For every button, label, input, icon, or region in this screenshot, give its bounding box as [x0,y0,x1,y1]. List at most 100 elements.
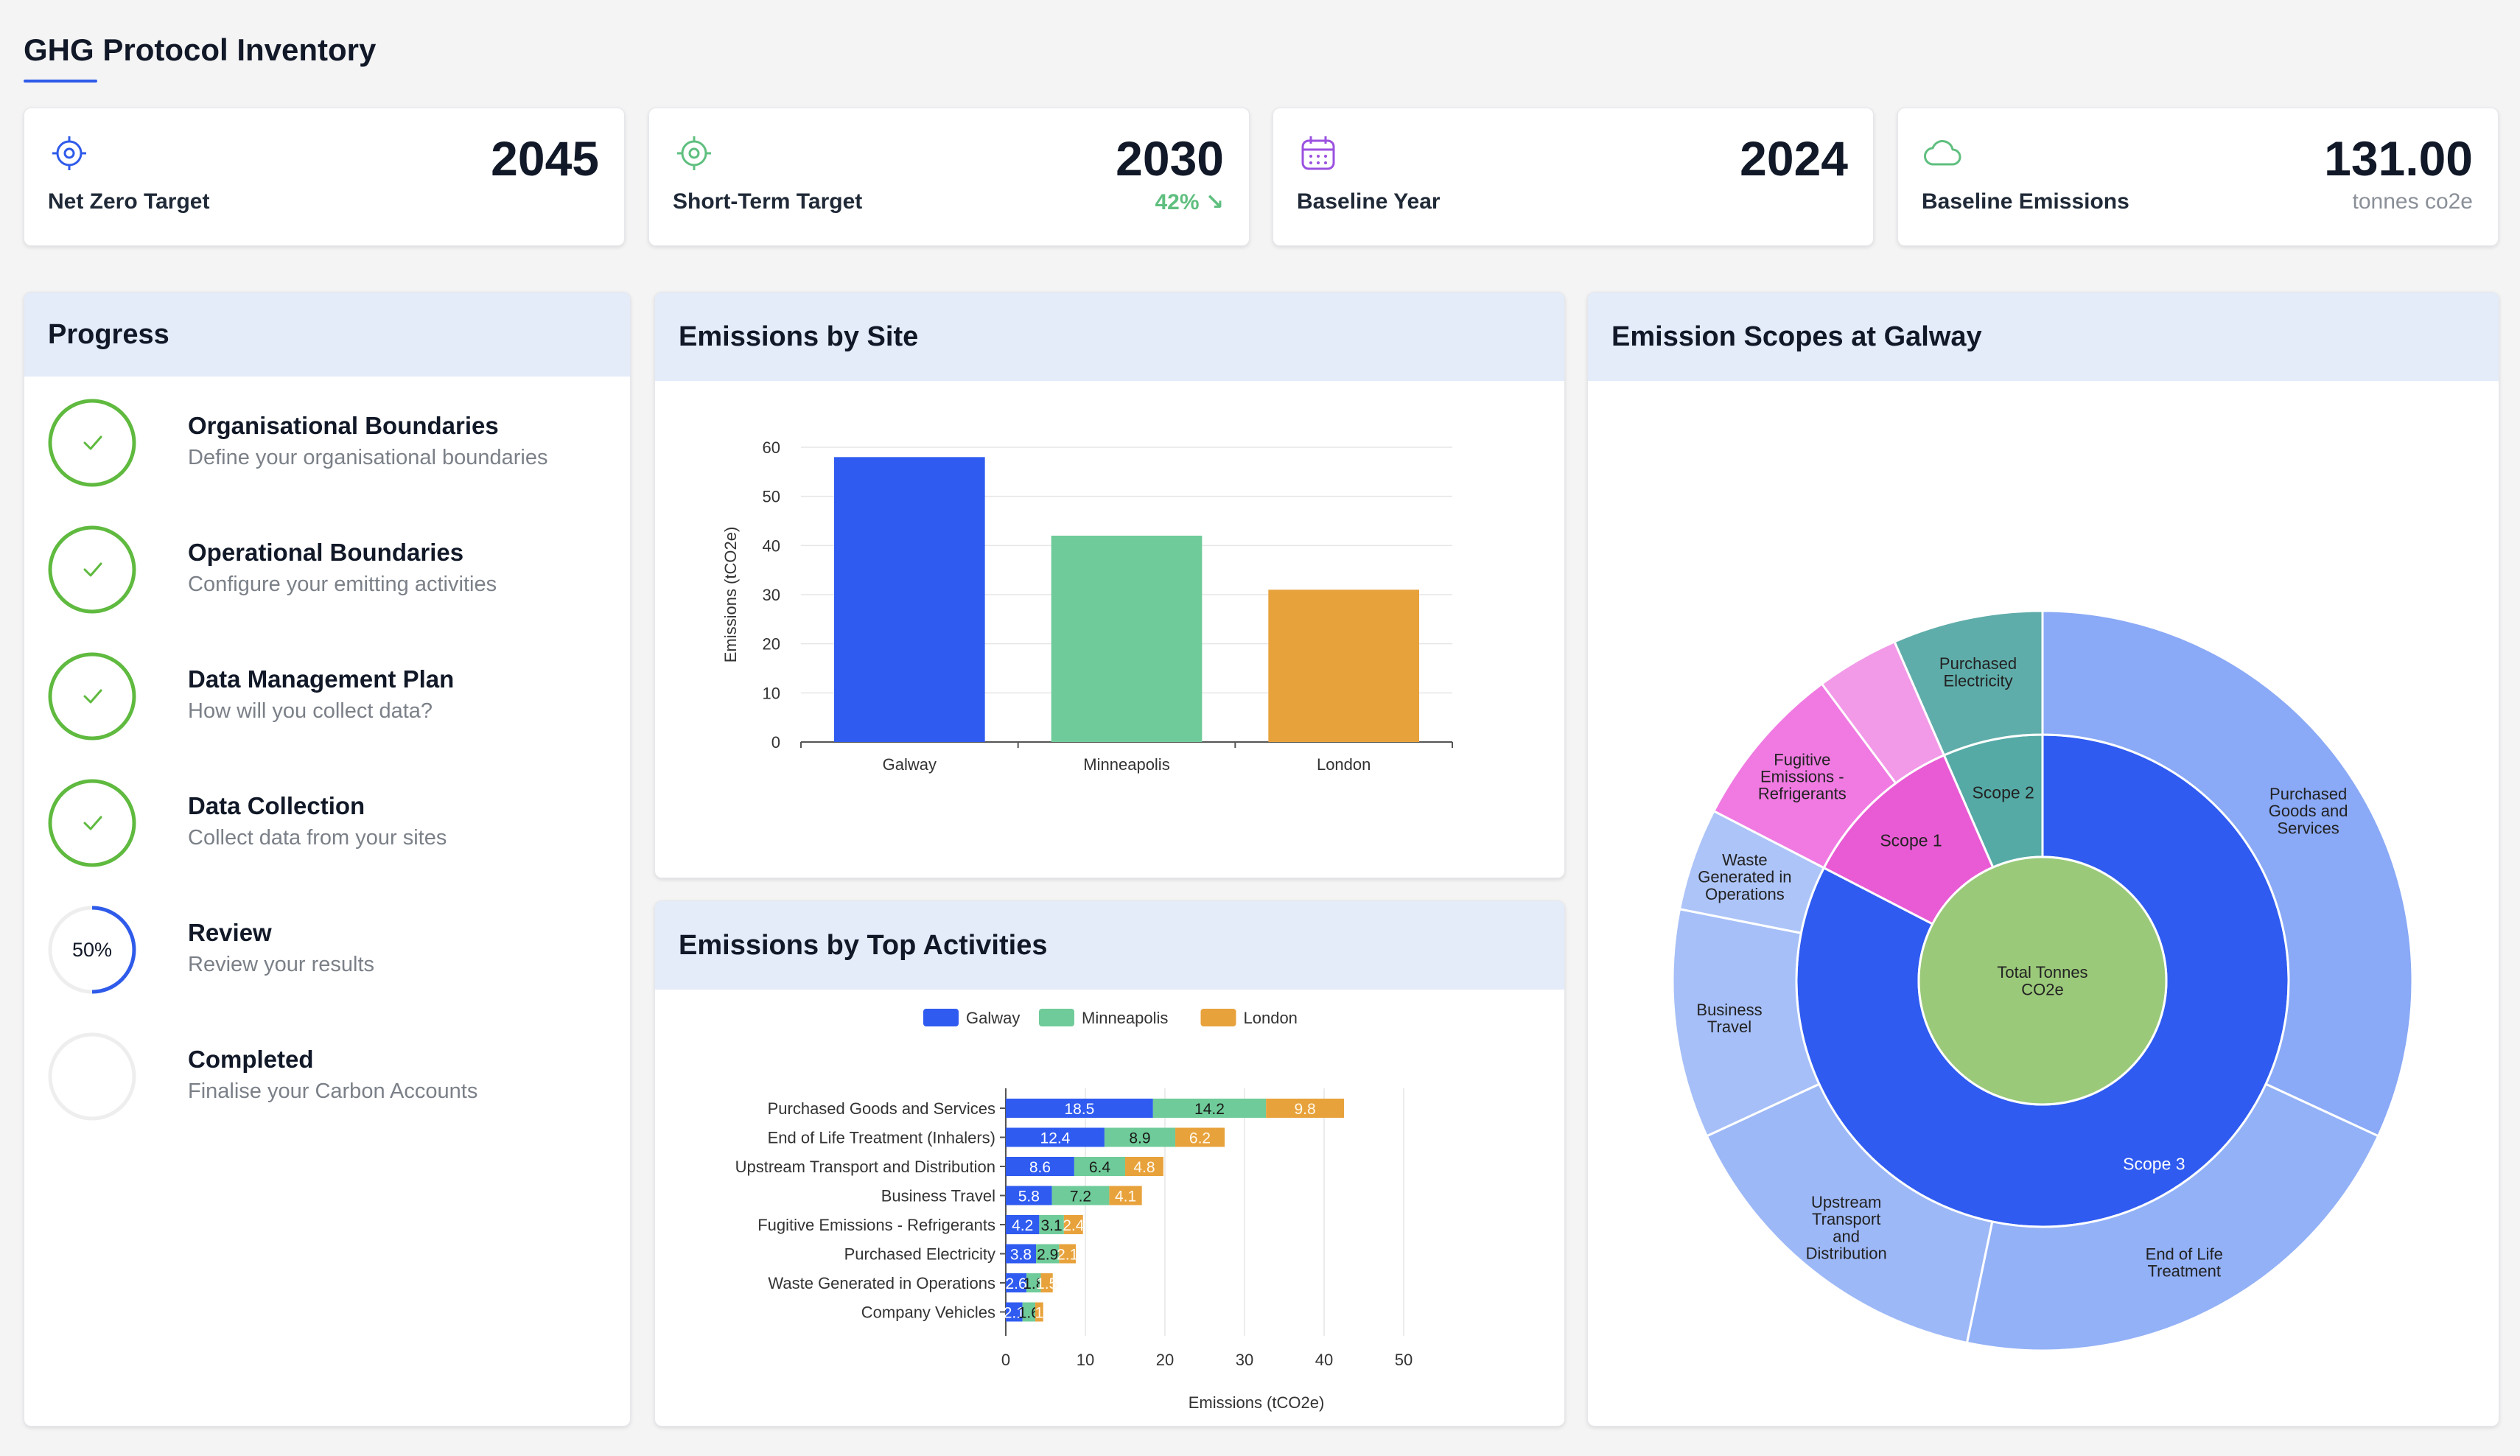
sector-label: Treatment [2148,1262,2221,1281]
progress-step-desc: Define your organisational boundaries [188,446,548,469]
y-tick-label: 30 [763,586,780,604]
page-title: GHG Protocol Inventory [24,32,377,67]
center-circle [1917,855,2168,1106]
bar-segment [1109,1186,1142,1205]
y-tick-label: 40 [763,536,780,555]
legend-label: Minneapolis [1082,1009,1168,1027]
sector-label: Operations [1705,885,1785,903]
data-label: 2.1 [1004,1305,1025,1322]
sector-label: Distribution [1806,1244,1887,1262]
stat-label: Baseline Year [1297,189,1441,214]
bar-segment [1266,1099,1344,1118]
scope-label: Scope 1 [1880,831,1942,850]
data-label: 4.1 [1115,1189,1136,1205]
sector-label: Refrigerants [1758,785,1847,803]
check-icon [48,652,136,741]
data-label: 14.2 [1194,1101,1225,1118]
category-label: Waste Generated in Operations [768,1274,995,1292]
sector-label: and [1833,1227,1860,1245]
x-tick-label: Galway [883,755,937,774]
calendar-icon [1301,136,1335,170]
data-label: 1.6 [1018,1305,1040,1322]
panel-title: Progress [24,293,630,377]
data-label: 2.1 [1057,1247,1078,1264]
data-label: 7.2 [1070,1189,1091,1205]
panel-title: Emissions by Top Activities [655,901,1564,990]
bar [1268,589,1419,742]
data-label: 9.8 [1294,1101,1315,1118]
data-label: 6.2 [1189,1130,1211,1147]
bar-segment [1152,1099,1267,1118]
bar-segment [1125,1157,1163,1176]
ring [48,652,136,741]
y-axis-label: Emissions (tCO2e) [721,527,740,663]
sector-label: Goods and [2269,802,2348,820]
progress-step[interactable]: Organisational Boundaries Define your org… [24,397,630,508]
bar-segment [1104,1127,1176,1147]
sector-label: Transport [1812,1210,1880,1228]
stat-label: Short-Term Target [673,189,863,214]
bar-segment [1026,1273,1041,1292]
panel-title: Emissions by Site [655,293,1564,381]
progress-step[interactable]: 50% Review Review your results [24,904,630,1015]
data-label: 4.8 [1133,1159,1155,1176]
legend-label: Galway [966,1009,1020,1027]
data-label: 8.9 [1129,1130,1150,1147]
progress-step[interactable]: Data Management Plan How will you collect… [24,651,630,761]
x-axis-label: Emissions (tCO2e) [1189,1393,1325,1412]
progress-step[interactable]: Operational Boundaries Configure your emi… [24,524,630,634]
ring [48,525,136,614]
category-label: Upstream Transport and Distribution [735,1158,995,1176]
category-sector [1965,1082,2380,1352]
category-label: Purchased Electricity [844,1245,995,1264]
legend-swatch [1039,1009,1074,1026]
progress-panel: Progress Organisational Boundaries Define… [24,292,631,1427]
stat-value: 131.00 [2324,131,2473,186]
bar-segment [1006,1215,1040,1234]
title-underline [24,80,97,83]
data-label: 2.6 [1005,1275,1026,1292]
x-tick-label: 0 [1001,1351,1010,1369]
data-label: 1.5 [1036,1275,1057,1292]
ring [48,1032,136,1121]
category-sector [2041,609,2414,1138]
panel-title: Emission Scopes at Galway [1588,293,2499,381]
sector-label: Fugitive [1774,751,1830,769]
progress-step[interactable]: Data Collection Collect data from your si… [24,777,630,888]
y-tick-label: 60 [763,438,780,457]
data-label: 4.2 [1012,1217,1033,1234]
ring-progress [91,906,136,994]
stat-card-short-term: 2030 Short-Term Target 42% ↘ [648,108,1250,246]
category-label: Fugitive Emissions - Refrigerants [757,1216,995,1234]
data-label: 2.4 [1063,1217,1085,1234]
bar-segment [1006,1244,1037,1264]
progress-percent: 50% [71,938,113,961]
sector-label: Generated in [1698,868,1791,886]
data-label: 1 [1035,1305,1044,1322]
target-icon [52,136,86,170]
bar-segment [1006,1099,1153,1118]
data-label: 5.8 [1018,1189,1040,1205]
sector-label: Business [1696,1001,1762,1019]
y-tick-label: 10 [763,684,780,702]
sector-label: Emissions - [1760,768,1844,786]
sector-label: Travel [1707,1018,1751,1036]
scope-label: Scope 2 [1972,783,2034,802]
progress-step-name: Data Collection [188,792,365,819]
category-label: Purchased Goods and Services [768,1099,995,1118]
data-label: 8.6 [1029,1159,1051,1176]
activities-chart-panel: Emissions by Top Activities 0 10 20 30 40 50 E… [654,900,1565,1427]
progress-ring-icon [48,1032,136,1121]
data-label: 18.5 [1064,1101,1094,1118]
trend-badge: 42% ↘ [1155,190,1224,214]
x-tick-label: Minneapolis [1083,755,1169,774]
bar-segment [1006,1157,1074,1176]
y-tick-label: 50 [763,488,780,506]
x-tick-label: 40 [1315,1351,1333,1369]
progress-step-name: Completed [188,1046,314,1073]
ring [48,399,136,487]
check-mark [83,689,102,704]
x-tick-label: 10 [1077,1351,1094,1369]
progress-step[interactable]: Completed Finalise your Carbon Accounts [24,1031,630,1141]
